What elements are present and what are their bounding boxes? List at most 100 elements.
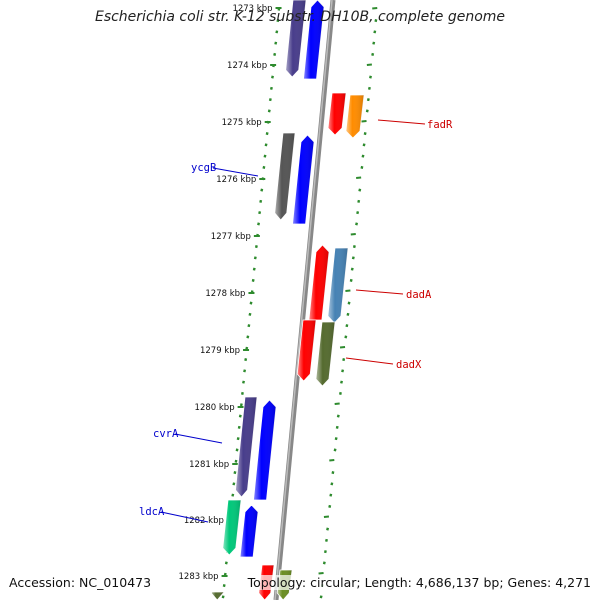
ruler-dot: [352, 245, 356, 249]
gene-label-leader: [174, 433, 223, 444]
gene-label-leader: [345, 357, 394, 365]
tick-label: 1279 kbp: [200, 346, 240, 356]
ruler-dot: [367, 86, 371, 90]
ruler-dot: [329, 459, 335, 462]
ruler-dot: [366, 98, 370, 102]
gene-label-ldca[interactable]: ldcA: [139, 506, 165, 518]
ruler-dot: [373, 30, 377, 34]
tick-label: 1273 kbp: [232, 4, 272, 14]
gene-feature: [345, 94, 365, 139]
gene-feature: [292, 134, 315, 225]
ruler-ticks: 1273 kbp 1274 kbp 1275 kbp 1276 kbp 1277 kbp…: [179, 4, 378, 599]
ruler-dot: [269, 86, 273, 90]
tick-label: 1278 kbp: [205, 289, 245, 299]
ruler-dot: [242, 380, 245, 384]
genome-backbone-highlight: [274, 0, 333, 600]
ruler-dot: [340, 380, 343, 384]
ruler-dot: [271, 75, 274, 79]
gene-feature: [296, 319, 317, 382]
ruler-dot: [262, 165, 266, 169]
ruler-dot: [344, 335, 348, 339]
ruler-dot: [244, 358, 248, 362]
gene-label-fadr[interactable]: fadR: [427, 119, 453, 131]
gene-label-ycgb[interactable]: ycgB: [191, 162, 216, 174]
ruler-dot: [331, 471, 335, 475]
gene-feature: [253, 399, 277, 501]
accession-text: Accession: NC_010473: [9, 575, 152, 590]
ruler-dot: [360, 165, 364, 169]
ruler-dot: [233, 471, 237, 475]
gene-feature: [235, 396, 258, 498]
tick-label: 1283 kbp: [179, 572, 219, 582]
tick-label: 1276 kbp: [216, 175, 256, 185]
ruler-dot: [334, 402, 340, 405]
ruler-dot: [329, 493, 333, 497]
ruler-dot: [234, 459, 238, 463]
ruler-dot: [323, 515, 330, 518]
ruler-dot: [253, 256, 257, 260]
ruler-dot: [240, 391, 244, 395]
genome-title: Escherichia coli str. K-12 substr. DH10B…: [94, 9, 506, 25]
ruler-dot: [361, 154, 365, 158]
ruler-dot: [328, 504, 332, 508]
ruler-dot: [333, 448, 337, 452]
ruler-dot: [257, 222, 261, 226]
ruler-dot: [237, 425, 241, 429]
ruler-dot: [356, 211, 360, 215]
ruler-dot: [322, 561, 326, 565]
ruler-dot: [345, 289, 351, 292]
gene-label-leader: [377, 119, 426, 125]
ruler-dot: [334, 437, 338, 441]
ruler-dot: [366, 63, 372, 66]
ruler-dot: [264, 143, 268, 147]
gene-feature: [327, 247, 349, 324]
ruler-dot: [374, 19, 378, 23]
ruler-dot: [222, 584, 226, 588]
ruler-dot: [247, 324, 251, 328]
gene-features: [210, 0, 365, 600]
gene-feature: [210, 591, 225, 600]
ruler-dot: [350, 233, 356, 236]
gene-labels: fadR dadA dadX ycgB cvrA ldcA: [139, 119, 453, 523]
ruler-dot: [248, 312, 252, 316]
ruler-dot: [224, 561, 228, 565]
ruler-dot: [259, 199, 263, 203]
ruler-dot: [267, 109, 271, 113]
ruler-dot: [231, 493, 235, 497]
ruler-dot: [369, 75, 372, 79]
gene-label-leader: [355, 289, 404, 295]
ruler-dot: [274, 41, 278, 45]
ruler-dot: [318, 572, 324, 575]
tick-label: 1281 kbp: [189, 460, 229, 470]
ruler-dot: [330, 482, 334, 486]
ruler-dot: [336, 414, 340, 418]
tick-label: 1274 kbp: [227, 61, 267, 71]
ruler-dot: [372, 7, 378, 10]
ruler-dot: [251, 278, 255, 282]
gene-label-cvra[interactable]: cvrA: [153, 428, 179, 440]
ruler-dot: [232, 482, 236, 486]
ruler-dot: [323, 550, 327, 554]
ruler-dot: [319, 595, 323, 599]
gene-label-dada[interactable]: dadA: [406, 289, 432, 301]
genome-backbone: [273, 0, 336, 600]
gene-label-leader: [160, 511, 209, 523]
gene-feature: [285, 0, 307, 78]
tick-label: 1277 kbp: [211, 232, 251, 242]
ruler-dot: [258, 211, 262, 215]
ruler-dot: [371, 52, 375, 56]
ruler-dot: [361, 120, 367, 123]
gene-label-leader: [212, 167, 259, 177]
ruler-dot: [268, 98, 272, 102]
ruler-dot: [338, 391, 342, 395]
ruler-dot: [350, 267, 354, 271]
ruler-dot: [236, 437, 240, 441]
ruler-dot: [358, 188, 362, 192]
gene-feature: [274, 132, 296, 221]
ruler-dot: [239, 403, 243, 407]
ruler-dot: [362, 143, 366, 147]
ruler-dot: [365, 109, 369, 113]
genome-stats-text: Topology: circular; Length: 4,686,137 bp…: [247, 575, 591, 590]
gene-label-dadx[interactable]: dadX: [396, 359, 422, 371]
tick-label: 1280 kbp: [195, 403, 235, 413]
